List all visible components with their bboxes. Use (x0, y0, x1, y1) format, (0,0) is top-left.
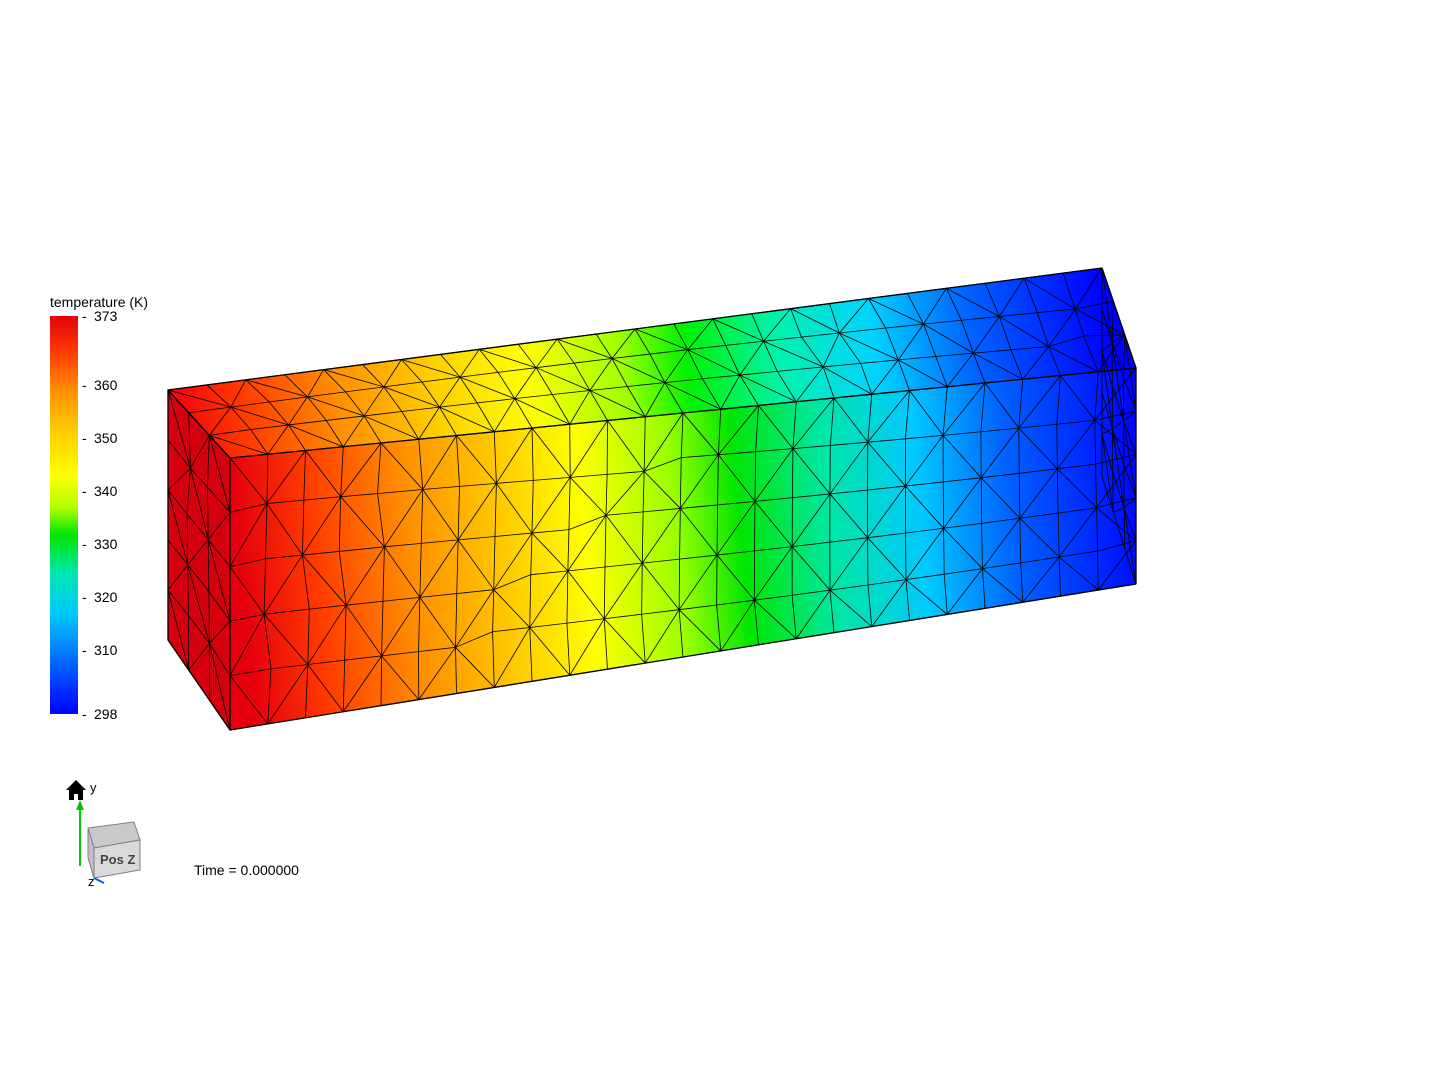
beam-render[interactable] (0, 0, 1440, 1080)
